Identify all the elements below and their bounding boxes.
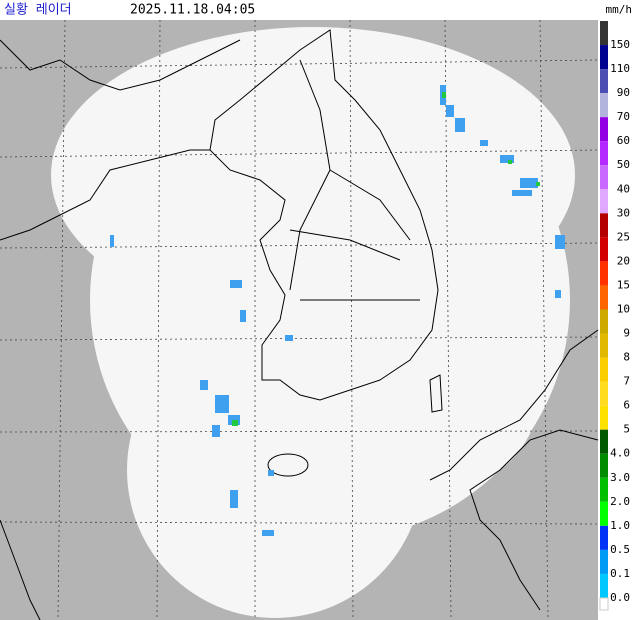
legend-swatch — [600, 405, 608, 430]
legend-swatch — [600, 261, 608, 286]
legend-label: 30 — [617, 206, 630, 219]
legend-swatch — [600, 141, 608, 166]
legend-swatch — [600, 93, 608, 118]
legend-label: 50 — [617, 158, 630, 171]
legend-swatch — [600, 429, 608, 454]
unit: mm/h — [606, 3, 633, 16]
coastlines — [0, 29, 599, 620]
legend-swatch — [600, 117, 608, 142]
legend-label: 0.5 — [610, 543, 630, 556]
coverage — [51, 27, 575, 618]
legend-label: 25 — [617, 230, 630, 243]
legend-label: 15 — [617, 278, 630, 291]
legend-label: 2.0 — [610, 495, 630, 508]
legend-swatch — [600, 357, 608, 382]
legend-label: 9 — [623, 327, 630, 340]
legend-label: 6 — [623, 399, 630, 412]
legend-label: 7 — [623, 375, 630, 388]
legend-swatch — [600, 525, 608, 550]
legend-swatch — [600, 45, 608, 70]
map-area — [0, 19, 599, 620]
legend-label: 60 — [617, 134, 630, 147]
legend-label: 0.0 — [610, 591, 630, 604]
legend-swatch — [600, 333, 608, 358]
legend-swatch — [600, 237, 608, 262]
legend-swatch-empty — [599, 597, 609, 611]
title: 실황 레이더 — [4, 3, 72, 18]
legend-swatch — [600, 501, 608, 526]
legend-label: 4.0 — [610, 447, 630, 460]
precipitation-green — [232, 92, 540, 426]
legend-swatch — [600, 165, 608, 190]
legend-label: 8 — [623, 351, 630, 364]
grid — [0, 19, 599, 620]
legend-label: 90 — [617, 86, 630, 99]
legend-label: 40 — [617, 182, 630, 195]
legend-label: 3.0 — [610, 471, 630, 484]
legend: 150 110 90 70 60 50 40 30 25 20 15 10 9 8 7 6 5 4.0 3.0 2.0… — [599, 21, 630, 611]
legend-swatch — [600, 213, 608, 238]
legend-label: 10 — [617, 302, 630, 315]
legend-label: 70 — [617, 110, 630, 123]
timestamp: 2025.11.18.04:05 — [130, 3, 255, 18]
legend-label: 5 — [623, 423, 630, 436]
legend-label: 0.1 — [610, 567, 630, 580]
legend-swatch — [600, 549, 608, 574]
legend-swatch — [600, 381, 608, 406]
legend-swatch — [600, 477, 608, 502]
legend-label: 110 — [610, 62, 630, 75]
legend-swatch — [600, 21, 608, 46]
legend-swatch — [600, 69, 608, 94]
legend-swatch — [600, 189, 608, 214]
legend-swatch — [600, 453, 608, 478]
legend-swatch — [600, 309, 608, 334]
legend-swatch — [600, 573, 608, 598]
legend-label: 150 — [610, 38, 630, 51]
legend-label: 20 — [617, 254, 630, 267]
legend-swatch — [600, 285, 608, 310]
legend-label: 1.0 — [610, 519, 630, 532]
